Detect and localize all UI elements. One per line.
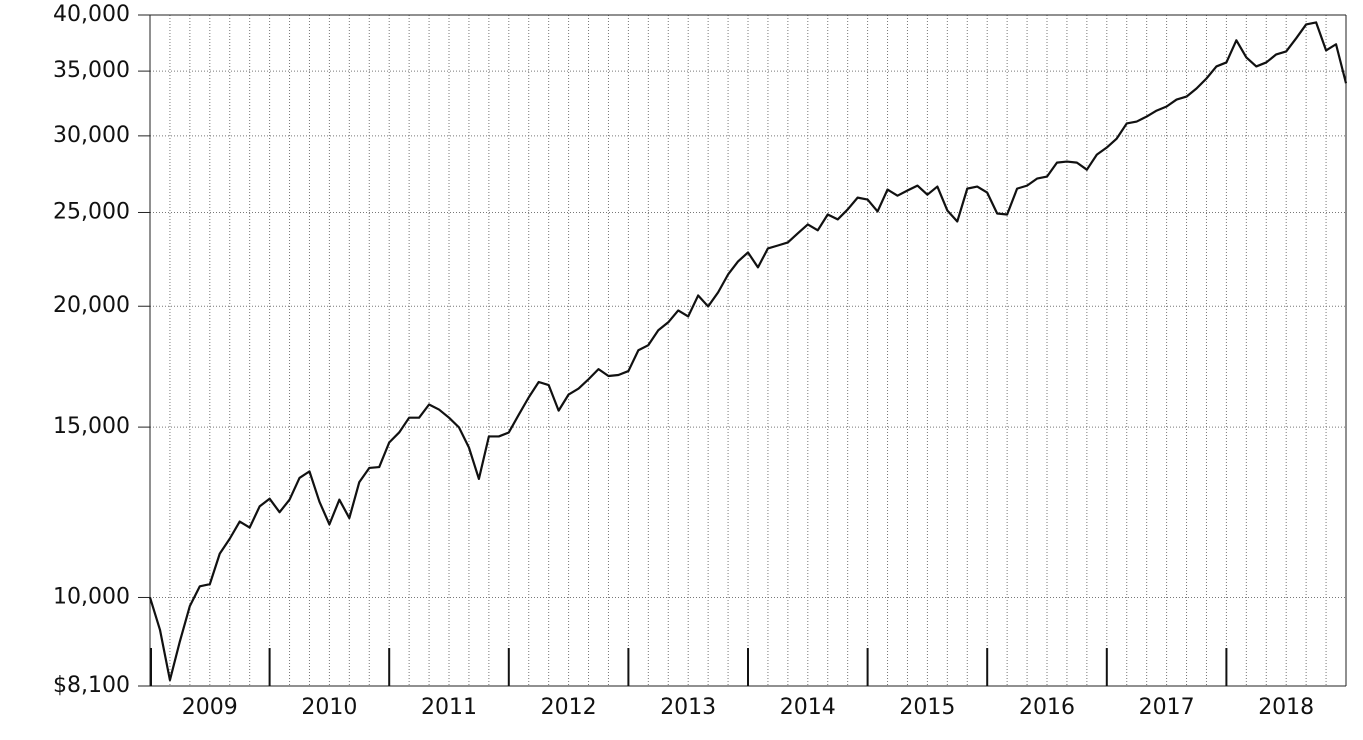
x-tick-label: 2013 [660,695,716,720]
x-tick-label: 2010 [301,695,357,720]
data-line [148,21,1348,682]
y-tick-label: 20,000 [53,293,130,318]
y-tick-label: $8,100 [53,673,130,698]
x-tick-label: 2016 [1019,695,1075,720]
x-tick-label: 2009 [182,695,238,720]
y-tick-label: 35,000 [53,58,130,83]
x-tick-label: 2014 [780,695,836,720]
x-tick-label: 2017 [1139,695,1195,720]
y-tick-label: 25,000 [53,199,130,224]
x-tick-label: 2018 [1258,695,1314,720]
x-tick-label: 2012 [541,695,597,720]
y-tick-label: 15,000 [53,414,130,439]
y-tick-label: 40,000 [53,2,130,27]
y-tick-label: 10,000 [53,584,130,609]
y-tick-label: 30,000 [53,123,130,148]
x-tick-label: 2011 [421,695,477,720]
x-tick-label: 2015 [899,695,955,720]
